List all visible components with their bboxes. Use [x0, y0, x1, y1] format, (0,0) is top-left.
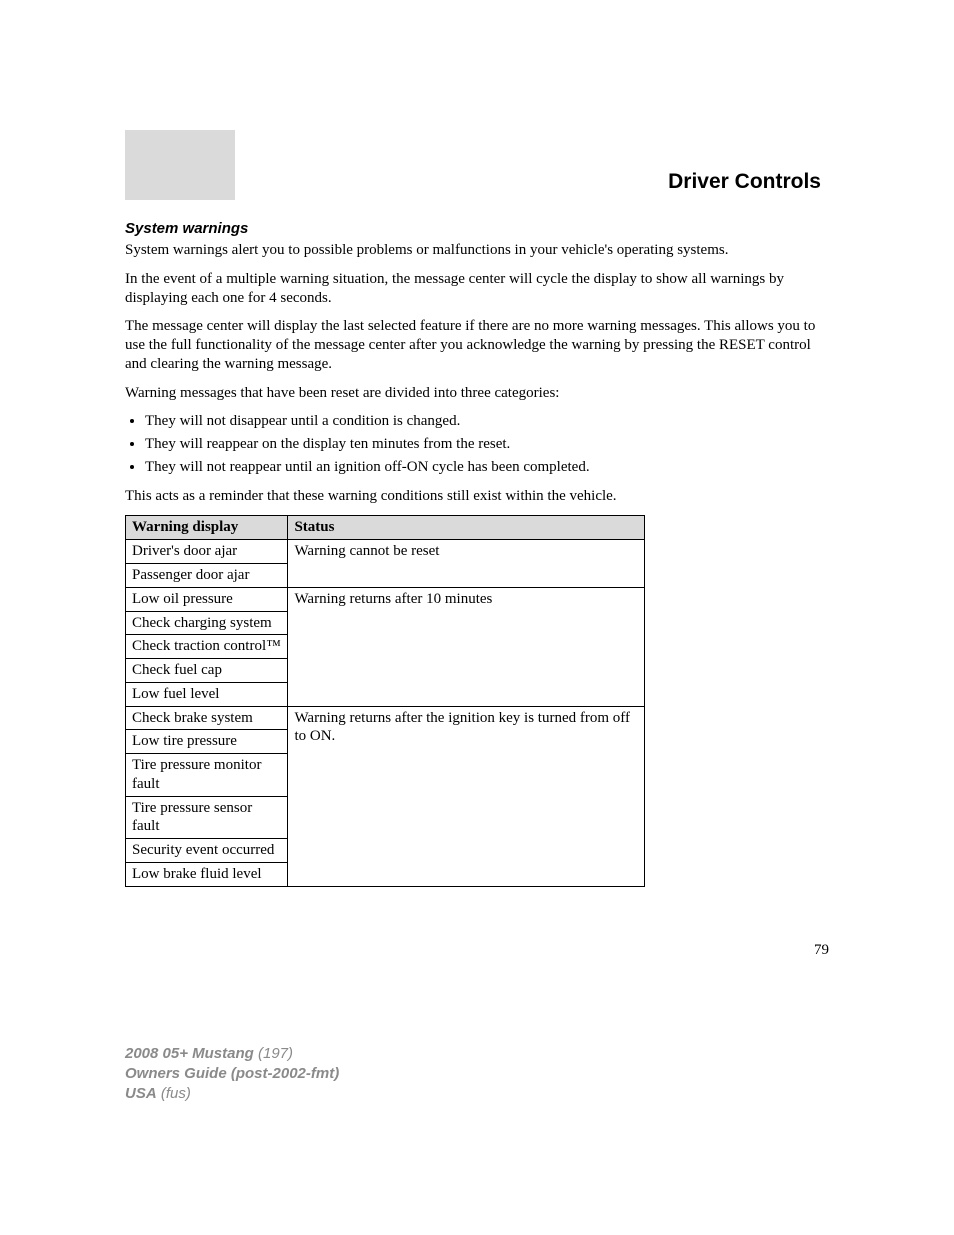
bullet-item: They will reappear on the display ten mi… — [145, 435, 829, 454]
paragraph-2: In the event of a multiple warning situa… — [125, 270, 829, 308]
header-bar: Driver Controls — [125, 130, 829, 200]
bullet-item: They will not reappear until an ignition… — [145, 458, 829, 477]
cell-warning: Check charging system — [126, 611, 288, 635]
col-header-warning: Warning display — [126, 516, 288, 540]
footer-line-3: USA (fus) — [125, 1084, 829, 1104]
footer: 2008 05+ Mustang (197) Owners Guide (pos… — [125, 1044, 829, 1105]
cell-warning: Tire pressure sensor fault — [126, 796, 288, 839]
cell-warning: Tire pressure monitor fault — [126, 754, 288, 797]
page-number: 79 — [125, 942, 829, 959]
bullet-list: They will not disappear until a conditio… — [125, 412, 829, 476]
footer-line-1: 2008 05+ Mustang (197) — [125, 1044, 829, 1064]
cell-warning: Low tire pressure — [126, 730, 288, 754]
page-container: Driver Controls System warnings System w… — [0, 0, 954, 1164]
footer-line-2: Owners Guide (post-2002-fmt) — [125, 1064, 829, 1084]
cell-warning: Passenger door ajar — [126, 564, 288, 588]
cell-warning: Low fuel level — [126, 682, 288, 706]
cell-warning: Security event occurred — [126, 839, 288, 863]
table-row: Low oil pressure Warning returns after 1… — [126, 587, 645, 611]
col-header-status: Status — [288, 516, 645, 540]
cell-warning: Driver's door ajar — [126, 540, 288, 564]
subheading: System warnings — [125, 220, 829, 237]
bullet-item: They will not disappear until a conditio… — [145, 412, 829, 431]
table-row: Driver's door ajar Warning cannot be res… — [126, 540, 645, 564]
table-row: Check brake system Warning returns after… — [126, 706, 645, 730]
cell-warning: Low oil pressure — [126, 587, 288, 611]
cell-status: Warning returns after 10 minutes — [288, 587, 645, 706]
section-title: Driver Controls — [235, 130, 829, 200]
cell-status: Warning returns after the ignition key i… — [288, 706, 645, 886]
cell-warning: Check traction control™ — [126, 635, 288, 659]
warning-table: Warning display Status Driver's door aja… — [125, 515, 645, 886]
table-header-row: Warning display Status — [126, 516, 645, 540]
cell-status: Warning cannot be reset — [288, 540, 645, 588]
cell-warning: Low brake fluid level — [126, 862, 288, 886]
cell-warning: Check fuel cap — [126, 659, 288, 683]
cell-warning: Check brake system — [126, 706, 288, 730]
header-gray-block — [125, 130, 235, 200]
paragraph-3: The message center will display the last… — [125, 317, 829, 373]
paragraph-4: Warning messages that have been reset ar… — [125, 384, 829, 403]
paragraph-5: This acts as a reminder that these warni… — [125, 487, 829, 506]
paragraph-1: System warnings alert you to possible pr… — [125, 241, 829, 260]
